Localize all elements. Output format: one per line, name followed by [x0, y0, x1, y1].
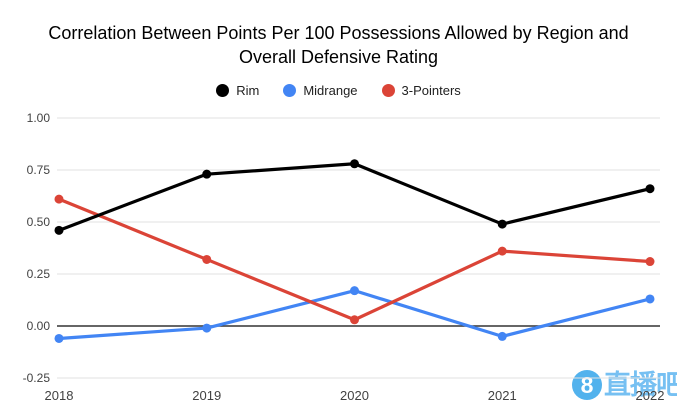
legend-dot-icon — [381, 84, 395, 97]
data-point-3-pointers — [202, 254, 212, 264]
y-tick-label: -0.25 — [23, 371, 51, 385]
data-point-rim — [202, 169, 212, 179]
legend-item-midrange: Midrange — [283, 83, 358, 98]
x-tick-label: 2018 — [45, 388, 74, 403]
chart-legend: Rim Midrange 3-Pointers — [0, 83, 677, 98]
data-point-rim — [497, 219, 507, 229]
legend-item-rim: Rim — [216, 83, 259, 98]
legend-dot-icon — [283, 84, 297, 97]
data-point-midrange — [645, 294, 655, 304]
legend-dot-icon — [216, 84, 230, 97]
legend-label: Midrange — [303, 83, 358, 98]
data-point-midrange — [54, 333, 64, 343]
legend-label: 3-Pointers — [401, 83, 461, 98]
y-tick-label: 0.75 — [27, 163, 51, 177]
data-point-midrange — [202, 323, 212, 333]
series-line-midrange — [57, 289, 652, 341]
legend-label: Rim — [236, 83, 260, 98]
data-point-3-pointers — [54, 194, 64, 204]
y-tick-label: 0.25 — [27, 267, 51, 281]
chart-title: Correlation Between Points Per 100 Posse… — [48, 23, 629, 67]
series-line-rim — [57, 162, 652, 232]
data-point-rim — [645, 184, 655, 194]
y-tick-label: 0.50 — [27, 215, 51, 229]
x-tick-label: 2022 — [636, 388, 665, 403]
data-point-midrange — [497, 331, 507, 341]
data-point-3-pointers — [350, 315, 359, 325]
series-line-3-pointers — [57, 197, 652, 322]
y-tick-label: 1.00 — [27, 111, 51, 125]
y-tick-label: 0.00 — [27, 319, 51, 333]
data-point-rim — [54, 225, 64, 235]
data-point-3-pointers — [645, 257, 655, 267]
x-tick-label: 2021 — [488, 388, 517, 403]
x-tick-label: 2020 — [340, 388, 369, 403]
x-tick-label: 2019 — [192, 388, 221, 403]
data-point-3-pointers — [497, 246, 507, 256]
data-point-midrange — [350, 286, 359, 296]
legend-item-3-pointers: 3-Pointers — [381, 83, 461, 98]
data-point-rim — [350, 159, 359, 169]
